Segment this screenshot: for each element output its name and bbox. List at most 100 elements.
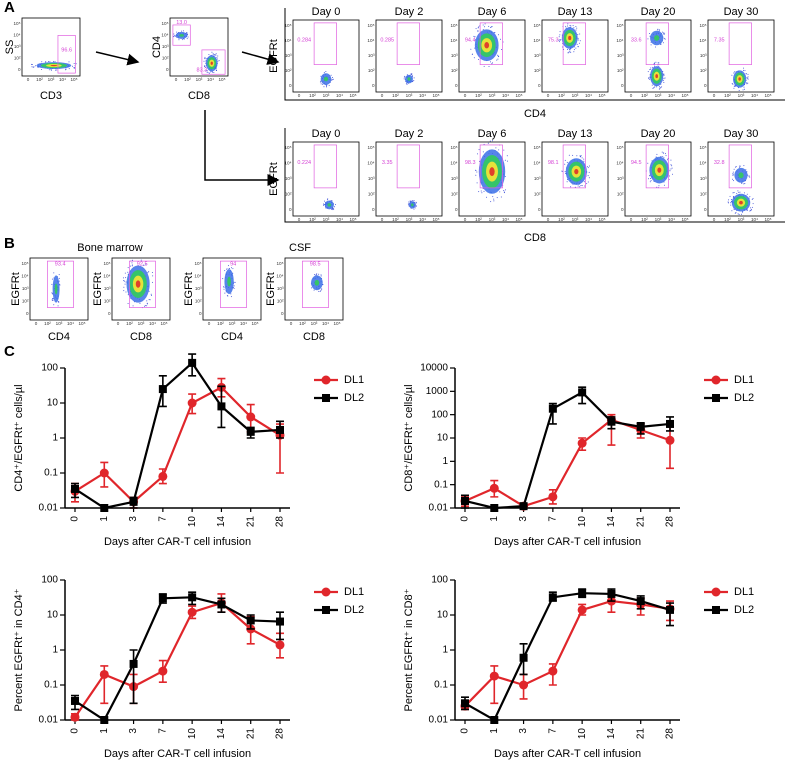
day-label: Day 13 bbox=[558, 128, 593, 140]
event-dot bbox=[558, 39, 560, 41]
y-tick-label: 0 bbox=[26, 311, 29, 316]
y-tick-label: 0 bbox=[704, 207, 707, 212]
event-dot bbox=[413, 79, 415, 81]
legend-label: DL1 bbox=[344, 374, 364, 386]
y-tick-label: 10³ bbox=[22, 286, 29, 291]
flow-plot-frame bbox=[169, 17, 229, 77]
event-dot bbox=[413, 208, 415, 210]
event-dot bbox=[332, 79, 334, 81]
x-tick-label: 28 bbox=[665, 728, 676, 740]
event-dot bbox=[576, 43, 578, 45]
x-axis-title: Days after CAR-T cell infusion bbox=[104, 748, 251, 760]
event-dot bbox=[475, 170, 477, 172]
y-tick-label: 1 bbox=[442, 456, 448, 467]
group-label: CSF bbox=[289, 242, 311, 254]
event-dot bbox=[148, 271, 150, 273]
gate-percent: 92.5 bbox=[137, 262, 148, 268]
y-tick-label: 10⁵ bbox=[103, 261, 110, 266]
axis-label: EGFRt bbox=[183, 272, 195, 306]
density bbox=[654, 35, 660, 41]
gate bbox=[302, 260, 329, 308]
day-label: Day 0 bbox=[312, 6, 341, 18]
x-tick-label: 10 bbox=[577, 516, 588, 528]
event-dot bbox=[65, 68, 67, 70]
event-dot bbox=[205, 59, 207, 61]
event-dot bbox=[728, 199, 730, 201]
event-dot bbox=[564, 159, 566, 161]
event-dot bbox=[649, 181, 651, 183]
density bbox=[50, 64, 58, 67]
event-dot bbox=[739, 191, 741, 193]
x-tick-label: 10³ bbox=[56, 321, 63, 326]
event-dot bbox=[662, 42, 664, 44]
x-tick-label: 10⁵ bbox=[598, 217, 605, 222]
y-tick-label: 0.1 bbox=[434, 479, 448, 490]
event-dot bbox=[33, 66, 35, 68]
event-dot bbox=[470, 48, 472, 50]
event-dot bbox=[663, 152, 665, 154]
legend-marker bbox=[322, 394, 330, 402]
x-tick-label: 10² bbox=[126, 321, 133, 326]
x-tick-label: 3 bbox=[518, 516, 529, 522]
x-tick-label: 10² bbox=[36, 77, 43, 82]
event-dot bbox=[176, 31, 178, 33]
day-label: Day 20 bbox=[641, 128, 676, 140]
x-tick-label: 10⁵ bbox=[764, 217, 771, 222]
density bbox=[407, 77, 411, 81]
event-dot bbox=[746, 82, 748, 84]
gate-percent: 0.224 bbox=[297, 160, 311, 166]
axis-label: SS bbox=[4, 40, 16, 55]
y-tick-label: 10⁵ bbox=[13, 21, 20, 26]
data-line bbox=[74, 601, 281, 718]
axis-label: EGFRt bbox=[265, 272, 277, 306]
event-dot bbox=[319, 291, 321, 293]
marker bbox=[489, 483, 499, 493]
event-dot bbox=[584, 185, 586, 187]
marker bbox=[129, 497, 138, 506]
error-bar bbox=[129, 649, 138, 705]
event-dot bbox=[217, 60, 219, 62]
event-dot bbox=[217, 55, 219, 57]
y-tick-label: 10⁴ bbox=[13, 33, 20, 38]
event-dot bbox=[331, 77, 333, 79]
gate-percent: 13.0 bbox=[176, 20, 187, 26]
y-tick-label: 0 bbox=[372, 207, 375, 212]
axis-label: CD8 bbox=[303, 331, 325, 343]
y-tick-label: 10⁴ bbox=[450, 161, 457, 166]
event-dot bbox=[205, 66, 207, 68]
event-dot bbox=[318, 290, 320, 292]
event-dot bbox=[51, 278, 53, 280]
event-dot bbox=[477, 31, 479, 33]
marker bbox=[578, 388, 587, 397]
event-dot bbox=[731, 200, 733, 202]
event-dot bbox=[322, 83, 324, 85]
event-dot bbox=[733, 168, 735, 170]
gate-percent: 93.4 bbox=[55, 262, 66, 268]
y-tick-label: 100 bbox=[431, 409, 448, 420]
x-tick-label: 10³ bbox=[572, 217, 579, 222]
event-dot bbox=[403, 78, 405, 80]
data-line bbox=[464, 599, 671, 707]
axis-label: CD4 bbox=[524, 108, 546, 120]
axis-label: CD4 bbox=[48, 331, 70, 343]
event-dot bbox=[731, 210, 733, 212]
data-line bbox=[74, 385, 281, 504]
event-dot bbox=[50, 69, 52, 71]
event-dot bbox=[566, 161, 568, 163]
event-dot bbox=[498, 56, 500, 58]
event-dot bbox=[664, 77, 666, 79]
event-dot bbox=[489, 61, 491, 63]
event-dot bbox=[413, 200, 415, 202]
y-tick-label: 10² bbox=[534, 192, 541, 197]
event-dot bbox=[586, 166, 588, 168]
event-dot bbox=[739, 165, 741, 167]
density bbox=[484, 42, 490, 49]
x-tick-label: 10 bbox=[577, 728, 588, 740]
marker bbox=[217, 402, 226, 411]
data-line bbox=[464, 592, 671, 722]
y-tick-label: 10000 bbox=[420, 363, 448, 374]
event-dot bbox=[559, 31, 561, 33]
x-tick-label: 0 bbox=[208, 321, 211, 326]
event-dot bbox=[649, 78, 651, 80]
y-tick-label: 1 bbox=[52, 433, 58, 444]
